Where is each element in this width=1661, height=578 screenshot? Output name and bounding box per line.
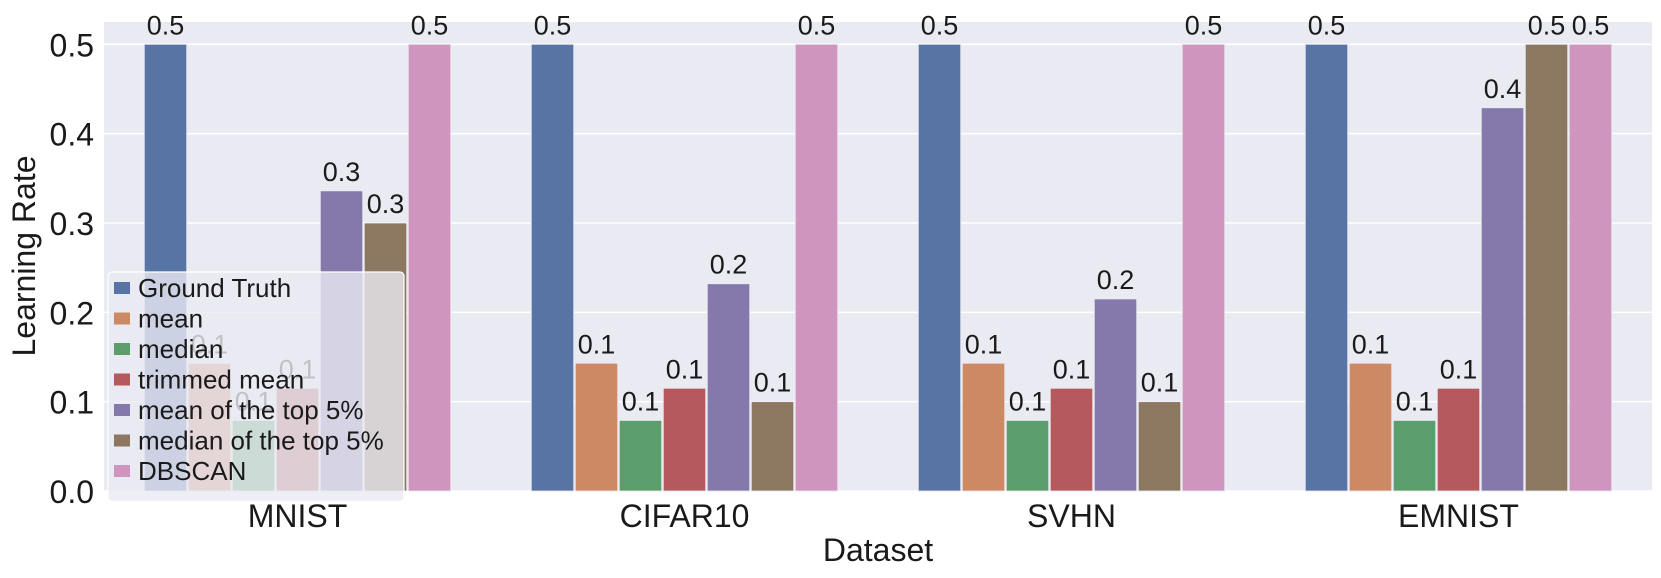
x-tick-label: MNIST [248,498,348,534]
legend-swatch [114,373,130,386]
bar-median-of-the-top-5--cifar10 [750,401,795,492]
bar-value-label: 0.5 [534,10,572,40]
bar-mean-svhn [961,362,1006,492]
bar-value-label: 0.1 [1352,329,1390,359]
legend-entry: mean [138,304,203,334]
bar-dbscan-cifar10 [794,43,839,492]
legend-entry: mean of the top 5% [138,395,363,425]
y-tick-label: 0.5 [50,27,94,63]
bar-mean-cifar10 [574,362,619,492]
bar-ground-truth-emnist [1304,43,1349,492]
x-axis-label: Dataset [823,532,933,568]
bar-mean-of-the-top-5--svhn [1093,298,1138,492]
x-tick-label: SVHN [1027,498,1116,534]
bar-mean-of-the-top-5--cifar10 [706,283,751,492]
bar-value-label: 0.1 [578,329,616,359]
bar-dbscan-svhn [1181,43,1226,492]
bar-trimmed-mean-emnist [1436,387,1481,492]
y-tick-label: 0.1 [50,385,94,421]
bar-median-of-the-top-5--emnist [1524,43,1569,492]
legend-entry: DBSCAN [138,456,246,486]
legend-swatch [114,312,130,325]
legend-swatch [114,404,130,416]
bar-value-label: 0.1 [1053,354,1091,384]
bar-value-label: 0.1 [666,354,704,384]
bar-value-label: 0.2 [1097,265,1135,295]
bar-value-label: 0.5 [1308,10,1346,40]
bar-dbscan-mnist [407,43,452,492]
bar-value-label: 0.1 [1440,354,1478,384]
bar-value-label: 0.2 [710,250,748,280]
bar-value-label: 0.3 [323,157,361,187]
bar-value-label: 0.1 [622,386,660,416]
bar-value-label: 0.5 [1528,10,1566,40]
legend-entry: median [138,334,223,364]
bar-ground-truth-cifar10 [530,43,575,492]
bar-trimmed-mean-cifar10 [662,387,707,492]
bar-value-label: 0.1 [965,329,1003,359]
bar-value-label: 0.1 [1396,386,1434,416]
bar-value-label: 0.4 [1484,74,1522,104]
bar-mean-emnist [1348,362,1393,492]
y-tick-label: 0.2 [50,295,94,331]
legend-swatch [114,343,130,355]
legend-entry: median of the top 5% [138,426,384,456]
legend-entry: Ground Truth [138,273,291,303]
legend-box [107,271,405,503]
bar-median-svhn [1005,420,1050,492]
bar-mean-of-the-top-5--emnist [1480,107,1525,492]
bar-value-label: 0.5 [1572,10,1610,40]
y-ticks: 0.0 0.1 0.2 0.3 0.4 0.5 [50,27,94,510]
legend-swatch [114,465,130,477]
bar-value-label: 0.1 [754,368,792,398]
y-tick-label: 0.4 [50,117,94,153]
bar-median-of-the-top-5--svhn [1137,401,1182,492]
x-tick-label: CIFAR10 [620,498,750,534]
x-ticks: MNIST CIFAR10 SVHN EMNIST [248,498,1519,534]
legend-entry: trimmed mean [138,365,304,395]
bar-value-label: 0.1 [1009,386,1047,416]
y-axis-label: Learning Rate [6,155,42,356]
bar-value-label: 0.1 [1141,368,1179,398]
y-tick-label: 0.0 [50,474,94,510]
legend-swatch [114,282,130,294]
bar-trimmed-mean-svhn [1049,387,1094,492]
bar-value-label: 0.5 [147,10,185,40]
bar-dbscan-emnist [1568,43,1613,492]
x-tick-label: EMNIST [1398,498,1519,534]
bar-value-label: 0.5 [411,10,449,40]
bar-median-emnist [1392,420,1437,492]
legend-swatch [114,434,130,447]
bar-value-label: 0.5 [1185,10,1223,40]
bar-value-label: 0.5 [798,10,836,40]
bar-value-label: 0.5 [921,10,959,40]
bar-ground-truth-svhn [917,43,962,492]
bar-median-cifar10 [618,420,663,492]
bar-value-label: 0.3 [367,189,405,219]
y-tick-label: 0.3 [50,206,94,242]
